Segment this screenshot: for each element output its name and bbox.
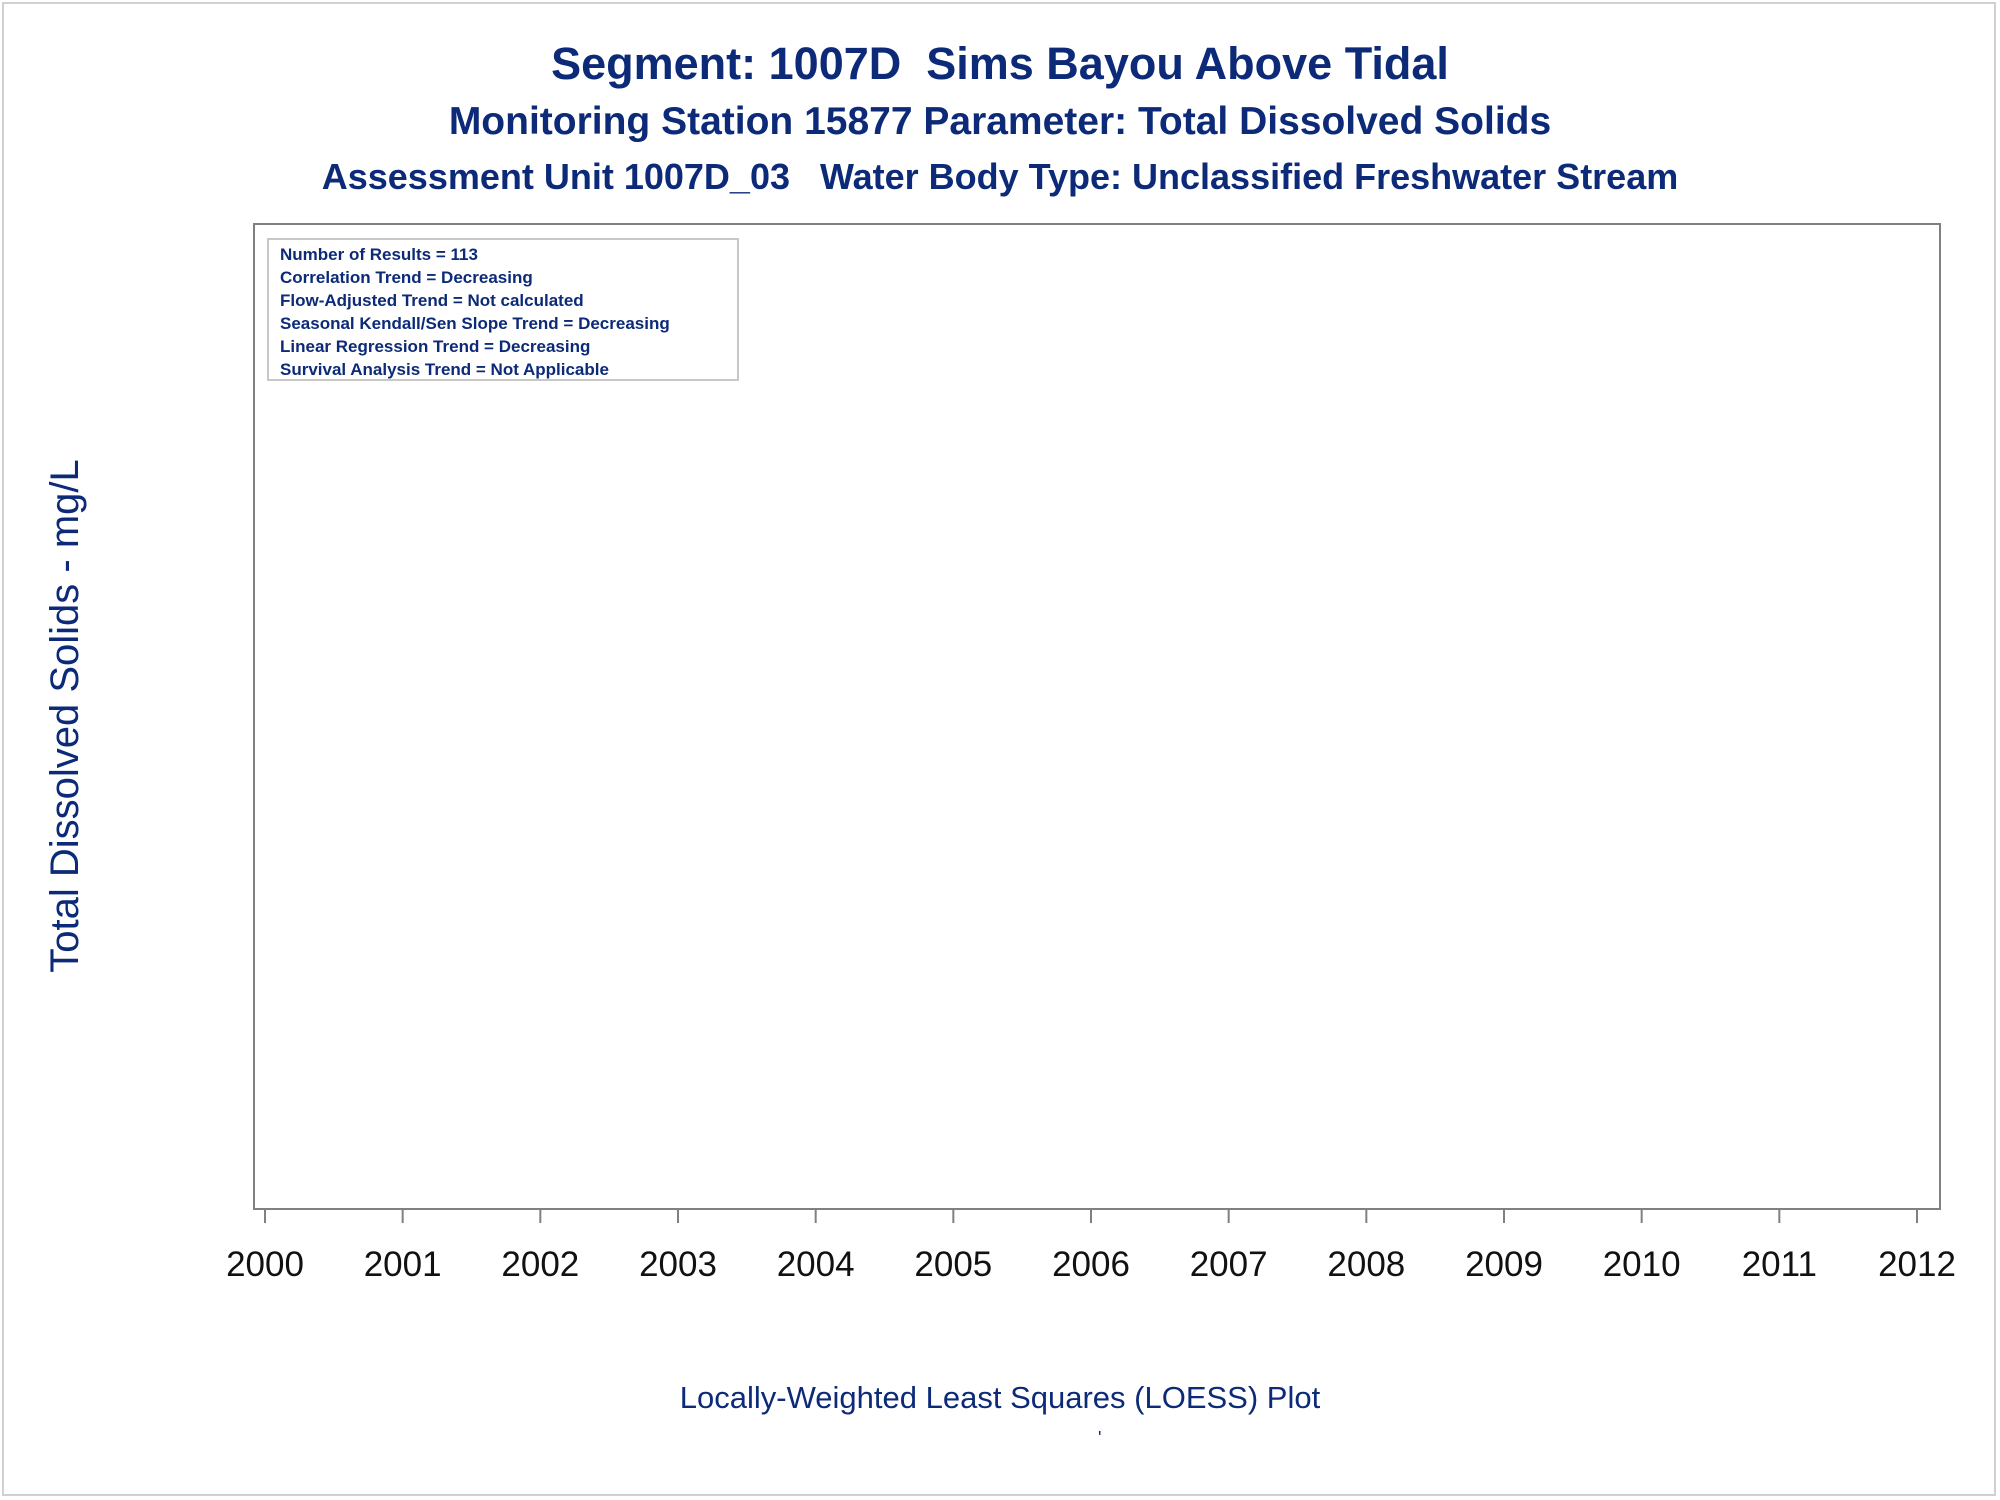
x-tick-label: 2005	[914, 1245, 992, 1284]
x-tick-label: 2011	[1742, 1245, 1817, 1284]
statistics-line: Correlation Trend = Decreasing	[280, 268, 533, 287]
x-tick-label: 2012	[1878, 1245, 1956, 1284]
footnote-mark: '	[1098, 1428, 1102, 1448]
statistics-line: Survival Analysis Trend = Not Applicable	[280, 360, 609, 379]
x-tick-label: 2009	[1465, 1245, 1543, 1284]
x-tick-label: 2007	[1190, 1245, 1268, 1284]
x-tick-label: 2000	[226, 1245, 304, 1284]
statistics-line: Seasonal Kendall/Sen Slope Trend = Decre…	[280, 314, 670, 333]
statistics-box: Number of Results = 113 Correlation Trend…	[267, 238, 739, 381]
statistics-box-border	[267, 238, 739, 381]
x-tick-label: 2002	[501, 1245, 579, 1284]
x-tick-label: 2010	[1603, 1245, 1681, 1284]
y-axis-label: Total Dissolved Solids - mg/L	[43, 459, 87, 973]
plot-area	[253, 223, 1941, 1210]
chart-subtitle-station: Monitoring Station 15877 Parameter: Tota…	[448, 100, 1552, 143]
statistics-line: Flow-Adjusted Trend = Not calculated	[280, 291, 584, 310]
x-tick-label: 2003	[639, 1245, 717, 1284]
statistics-line: Number of Results = 113	[280, 245, 478, 264]
x-axis: 2000 2001 2002 2003 2004 2005 2006 2007 2008 2009…	[226, 1209, 1956, 1284]
footnote: Locally-Weighted Least Squares (LOESS) P…	[679, 1380, 1321, 1415]
x-tick-label: 2006	[1052, 1245, 1130, 1284]
statistics-line: Linear Regression Trend = Decreasing	[280, 337, 590, 356]
chart-subtitle-assessment: Assessment Unit 1007D_03 Water Body Type…	[321, 156, 1679, 197]
x-tick-label: 2001	[364, 1245, 442, 1284]
x-tick-label: 2008	[1327, 1245, 1405, 1284]
x-tick-label: 2004	[777, 1245, 855, 1284]
chart-title: Segment: 1007D Sims Bayou Above Tidal	[551, 38, 1449, 89]
